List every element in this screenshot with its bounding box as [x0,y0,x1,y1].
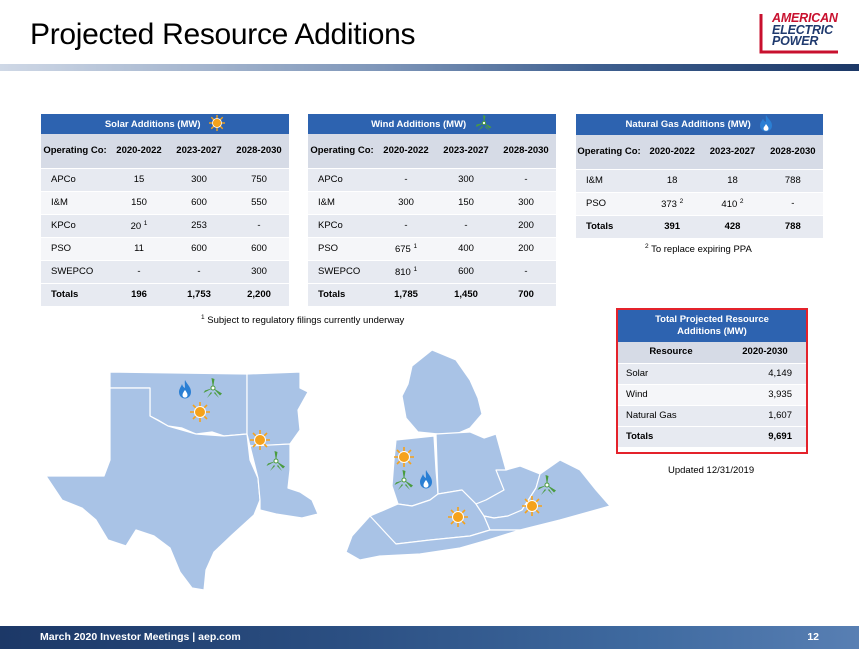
totals-row: Totals 196 1,753 2,200 [41,282,289,306]
indiana-region [391,435,439,507]
logo-line-1: AMERICAN [772,11,838,25]
col-header: 2023-2027 [436,134,496,168]
table-row: SWEPCO - -300 [41,259,289,283]
footer-text: March 2020 Investor Meetings | aep.com [40,631,241,643]
logo-line-3: POWER [772,34,819,48]
table-row: PSO 11 600 600 [41,236,289,260]
col-header: 2028-2030 [496,134,556,168]
totals-row: Totals 391 428 788 [576,214,823,238]
tennessee-region [345,515,521,561]
table-row: KPCo - -200 [308,213,556,237]
ppa-footnote: 2 To replace expiring PPA [645,243,752,255]
louisiana-region [249,443,319,519]
table-row: I&M 150 600 550 [41,190,289,214]
arkansas-region [246,371,309,447]
col-header: Resource [618,342,724,363]
sun-icon [521,495,543,517]
col-header: 2028-2030 [762,135,823,169]
wind-table-caption: Wind Additions (MW) [308,114,556,134]
page-number: 12 [807,631,819,643]
gas-table: Natural Gas Additions (MW) Operating Co:… [576,114,823,238]
sun-icon [209,114,226,134]
col-header: 2020-2022 [642,135,703,169]
sun-icon [249,429,271,451]
col-header: 2020-2030 [723,342,806,363]
wind-turbine-icon [475,114,493,134]
col-header: 2020-2022 [376,134,436,168]
flame-icon [759,114,773,135]
page-title: Projected Resource Additions [30,18,416,51]
col-header: 2028-2030 [229,134,289,168]
header-band [0,64,859,71]
aep-logo: AMERICAN ELECTRIC POWER [758,12,850,56]
wind-table: Wind Additions (MW) Operating Co: 2020-2… [308,114,556,306]
regulatory-footnote: 1 Subject to regulatory filings currentl… [201,314,405,326]
sun-icon [447,506,469,528]
table-row: Solar 4,149 [618,362,806,384]
col-header: 2023-2027 [169,134,229,168]
totals-row: Totals 9,691 [618,425,806,447]
table-row: KPCo 20 1 253- [41,213,289,237]
table-row: I&M 18 18 788 [576,168,823,192]
table-row: APCo 15 300 750 [41,167,289,191]
updated-date: Updated 12/31/2019 [668,465,755,476]
gas-table-caption: Natural Gas Additions (MW) [576,114,823,135]
total-table-caption: Total Projected Resource Additions (MW) [618,310,806,342]
solar-table: Solar Additions (MW) Operating Co: 2020-… [41,114,289,306]
totals-row: Totals 1,785 1,450 700 [308,282,556,306]
total-additions-box: Total Projected Resource Additions (MW) … [616,308,808,454]
col-header: Operating Co: [41,134,109,168]
table-row: SWEPCO 810 1 600- [308,259,556,283]
col-header: 2023-2027 [702,135,763,169]
solar-table-caption: Solar Additions (MW) [41,114,289,134]
col-header: Operating Co: [576,135,642,169]
table-row: Wind 3,935 [618,383,806,405]
sun-icon [189,401,211,423]
sun-icon [393,446,415,468]
table-row: I&M 300 150 300 [308,190,556,214]
col-header: Operating Co: [308,134,376,168]
table-row: PSO 373 2 410 2- [576,191,823,215]
table-row: APCo -300- [308,167,556,191]
table-row: PSO 675 1 400 200 [308,236,556,260]
logo-line-2: ELECTRIC [772,22,833,37]
footer-bar: March 2020 Investor Meetings | aep.com 1… [0,626,859,649]
total-table: Total Projected Resource Additions (MW) … [618,310,806,447]
col-header: 2020-2022 [109,134,169,168]
michigan-region [401,349,483,435]
table-row: Natural Gas 1,607 [618,404,806,426]
texas-region [45,387,261,591]
